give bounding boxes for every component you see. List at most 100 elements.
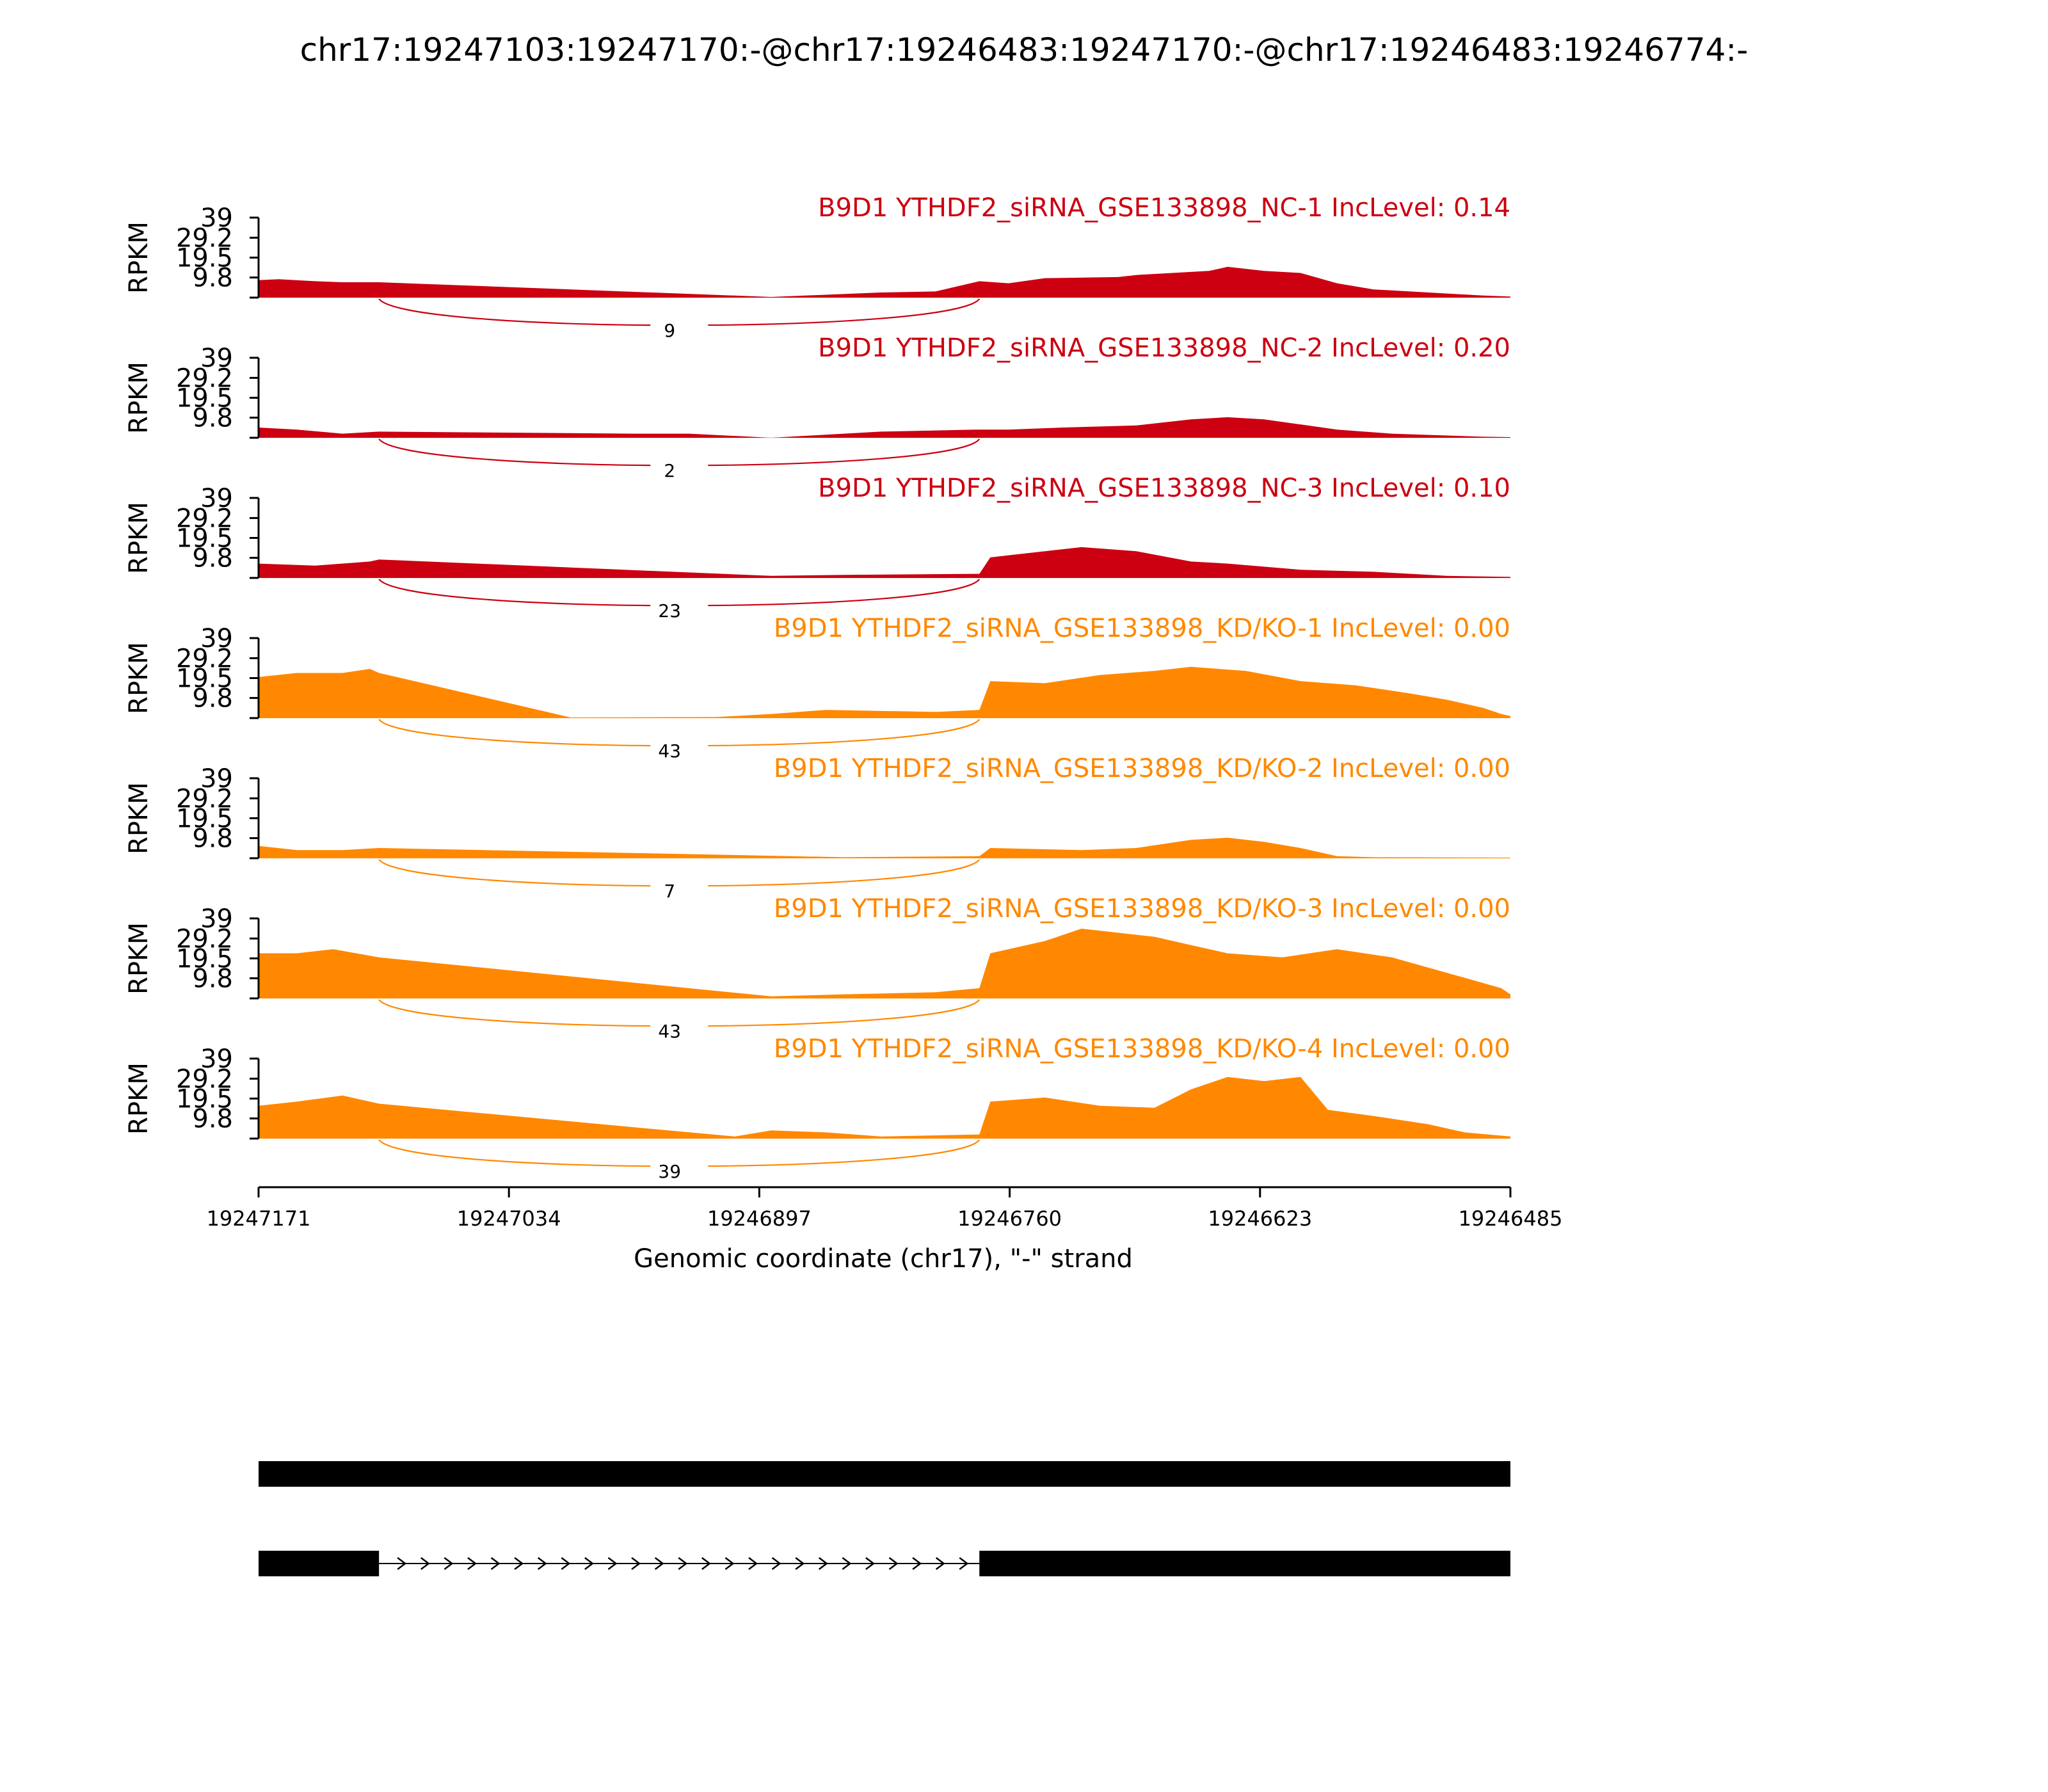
strand-chevron bbox=[888, 1557, 899, 1570]
junction-count: 39 bbox=[658, 1161, 681, 1182]
y-axis-label: RPKM bbox=[124, 642, 154, 714]
track-title: B9D1 YTHDF2_siRNA_GSE133898_NC-2 IncLeve… bbox=[818, 333, 1510, 363]
x-tick-label: 19246760 bbox=[957, 1206, 1062, 1231]
track-title: B9D1 YTHDF2_siRNA_GSE133898_KD/KO-2 IncL… bbox=[774, 754, 1510, 783]
strand-chevron bbox=[584, 1557, 594, 1570]
y-tick-label: 9.8 bbox=[192, 1105, 233, 1134]
y-tick-label: 19.5 bbox=[176, 524, 233, 554]
y-tick-label: 9.8 bbox=[192, 824, 233, 854]
x-tick-label: 19247034 bbox=[457, 1206, 561, 1231]
y-tick-label: 9.8 bbox=[192, 684, 233, 714]
track-title: B9D1 YTHDF2_siRNA_GSE133898_KD/KO-3 IncL… bbox=[774, 894, 1510, 924]
isoform-models bbox=[259, 1461, 1510, 1576]
track-3: 23 9.819.529.239 RPKM B9D1 YTHDF2_siRNA_GSE… bbox=[124, 474, 1510, 622]
y-tick-label: 39 bbox=[200, 1044, 233, 1074]
y-tick-label: 39 bbox=[200, 624, 233, 653]
y-tick-label: 19.5 bbox=[176, 945, 233, 974]
coverage-area bbox=[259, 837, 1510, 858]
y-tick-label: 9.8 bbox=[192, 964, 233, 994]
y-tick-label: 29.2 bbox=[176, 644, 233, 673]
y-tick-label: 9.8 bbox=[192, 404, 233, 433]
junction-label-bg bbox=[650, 1160, 708, 1183]
y-axis-label: RPKM bbox=[124, 782, 154, 854]
strand-chevron bbox=[561, 1557, 571, 1570]
strand-chevron bbox=[397, 1557, 407, 1570]
junction-count: 2 bbox=[664, 460, 675, 481]
isoform-1-exon bbox=[259, 1461, 1510, 1487]
strand-chevron bbox=[654, 1557, 664, 1570]
y-tick-label: 19.5 bbox=[176, 384, 233, 413]
y-tick-label: 39 bbox=[200, 344, 233, 373]
y-tick-label: 39 bbox=[200, 764, 233, 794]
y-tick-label: 29.2 bbox=[176, 504, 233, 533]
x-axis: 19247171 19247034 19246897 19246760 19246623… bbox=[207, 1186, 1563, 1231]
x-axis-label: Genomic coordinate (chr17), "-" strand bbox=[634, 1244, 1133, 1274]
y-tick-label: 9.8 bbox=[192, 544, 233, 573]
strand-chevron bbox=[490, 1557, 500, 1570]
track-title: B9D1 YTHDF2_siRNA_GSE133898_NC-1 IncLeve… bbox=[818, 193, 1510, 223]
junction-label-bg bbox=[650, 319, 708, 342]
track-1: 9 9.819.529.239 RPKM B9D1 YTHDF2_siRNA_GSE1… bbox=[124, 193, 1510, 342]
junction-label-bg bbox=[650, 599, 708, 622]
coverage-area bbox=[259, 1076, 1510, 1139]
y-axis-label: RPKM bbox=[124, 362, 154, 434]
y-tick-label: 29.2 bbox=[176, 924, 233, 954]
strand-chevron bbox=[819, 1557, 828, 1570]
y-tick-label: 29.2 bbox=[176, 784, 233, 813]
strand-chevron bbox=[514, 1557, 524, 1570]
y-tick-label: 19.5 bbox=[176, 804, 233, 834]
track-title: B9D1 YTHDF2_siRNA_GSE133898_NC-3 IncLeve… bbox=[818, 474, 1510, 503]
y-tick-label: 9.8 bbox=[192, 264, 233, 293]
strand-chevron bbox=[912, 1557, 922, 1570]
track-title: B9D1 YTHDF2_siRNA_GSE133898_KD/KO-1 IncL… bbox=[774, 614, 1510, 643]
chart-title: chr17:19247103:19247170:-@chr17:19246483… bbox=[300, 31, 1748, 68]
strand-chevron bbox=[771, 1557, 781, 1570]
track-6: 43 9.819.529.239 RPKM B9D1 YTHDF2_siRNA_GSE… bbox=[124, 894, 1510, 1043]
strand-chevron bbox=[537, 1557, 547, 1570]
y-tick-label: 39 bbox=[200, 484, 233, 513]
isoform-2-exon-2 bbox=[979, 1551, 1510, 1576]
track-5: 7 9.819.529.239 RPKM B9D1 YTHDF2_siRNA_GSE1… bbox=[124, 754, 1510, 902]
x-tick-label: 19246485 bbox=[1459, 1206, 1563, 1231]
strand-chevron bbox=[959, 1557, 969, 1570]
y-tick-label: 29.2 bbox=[176, 223, 233, 253]
coverage-area bbox=[259, 266, 1510, 298]
y-axis-label: RPKM bbox=[124, 221, 154, 294]
strand-chevron bbox=[678, 1557, 688, 1570]
coverage-area bbox=[259, 929, 1510, 998]
strand-chevron bbox=[444, 1557, 454, 1570]
y-tick-label: 39 bbox=[200, 904, 233, 934]
coverage-area bbox=[259, 666, 1510, 718]
track-title: B9D1 YTHDF2_siRNA_GSE133898_KD/KO-4 IncL… bbox=[774, 1034, 1510, 1064]
strand-chevron bbox=[607, 1557, 618, 1570]
strand-chevron bbox=[865, 1557, 876, 1570]
x-tick-label: 19247171 bbox=[207, 1206, 311, 1231]
track-2: 2 9.819.529.239 RPKM B9D1 YTHDF2_siRNA_GSE1… bbox=[124, 333, 1510, 482]
junction-label-bg bbox=[650, 459, 708, 482]
strand-chevron bbox=[631, 1557, 641, 1570]
strand-chevron bbox=[842, 1557, 852, 1570]
junction-count: 43 bbox=[658, 1021, 681, 1042]
y-axis-label: RPKM bbox=[124, 1062, 154, 1135]
strand-chevron bbox=[935, 1557, 945, 1570]
junction-label-bg bbox=[650, 1020, 708, 1043]
junction-count: 23 bbox=[658, 600, 681, 621]
junction-count: 43 bbox=[658, 740, 681, 762]
y-tick-label: 29.2 bbox=[176, 1064, 233, 1094]
x-tick-label: 19246897 bbox=[707, 1206, 812, 1231]
strand-chevron bbox=[701, 1557, 711, 1570]
y-axis-label: RPKM bbox=[124, 502, 154, 574]
track-4: 43 9.819.529.239 RPKM B9D1 YTHDF2_siRNA_GSE… bbox=[124, 614, 1510, 762]
strand-chevron bbox=[467, 1557, 477, 1570]
junction-count: 9 bbox=[664, 320, 675, 341]
strand-chevron bbox=[748, 1557, 758, 1570]
junction-count: 7 bbox=[664, 881, 675, 902]
y-tick-label: 29.2 bbox=[176, 364, 233, 393]
x-tick-label: 19246623 bbox=[1208, 1206, 1312, 1231]
y-tick-label: 19.5 bbox=[176, 664, 233, 694]
isoform-2-exon-1 bbox=[259, 1551, 380, 1576]
coverage-area bbox=[259, 417, 1510, 438]
strand-chevron bbox=[724, 1557, 735, 1570]
